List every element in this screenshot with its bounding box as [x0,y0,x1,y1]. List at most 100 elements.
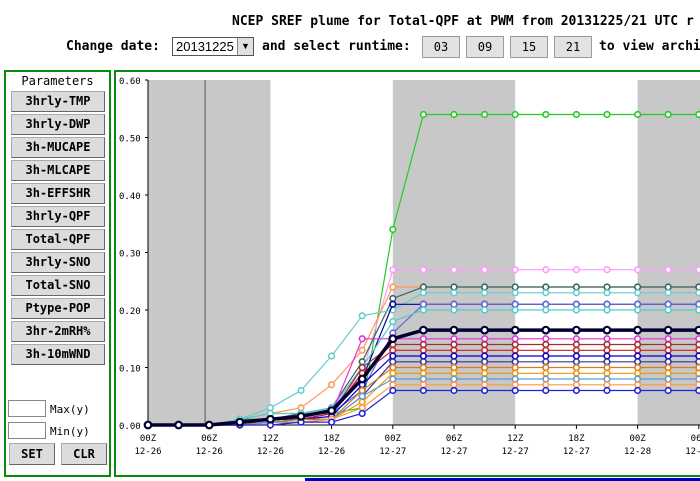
param-button-3hrly-qpf[interactable]: 3hrly-QPF [11,206,105,227]
series-point [664,283,672,291]
series-point [603,340,611,349]
x-tick-label-date: 12-26 [257,447,284,457]
series-point [481,346,489,354]
series-point [602,325,612,335]
x-tick-label-hour: 00Z [629,434,646,444]
series-point [695,369,700,377]
series-point [511,283,519,291]
series-point [664,346,672,354]
series-point [695,352,700,360]
runtime-button-21[interactable]: 21 [554,36,592,58]
param-button-3hrly-sno[interactable]: 3hrly-SNO [11,252,105,273]
x-tick-label-date: 12-28 [624,447,651,457]
series-point [664,306,672,314]
param-button-3hrly-dwp[interactable]: 3hrly-DWP [11,114,105,135]
series-point [542,363,550,372]
y-tick-label: 0.30 [119,250,141,260]
series-point [542,346,550,354]
series-point [511,352,519,360]
series-point [511,381,519,389]
chevron-down-icon[interactable]: ▼ [237,38,253,55]
view-archive-label: to view archi [599,39,700,54]
runtime-button-15[interactable]: 15 [510,36,548,58]
clr-button[interactable]: CLR [61,443,107,465]
series-point [572,266,581,274]
date-select[interactable]: 20131225 ▼ [172,37,254,56]
x-tick-label-date: 12-27 [563,447,590,457]
y-tick-label: 0.20 [119,307,141,317]
series-point [633,306,642,314]
x-tick-label-date: 12-27 [502,447,529,457]
runtime-button-03[interactable]: 03 [422,36,460,58]
param-button-3hr-2mrh[interactable]: 3hr-2mRH% [11,321,105,342]
x-tick-label-hour: 00Z [385,434,402,444]
parameters-panel: Parameters 3hrly-TMP 3hrly-DWP 3h-MUCAPE… [4,70,111,477]
param-button-3h-mucape[interactable]: 3h-MUCAPE [11,137,105,158]
series-point [481,381,489,389]
series-point [542,358,550,366]
runtime-button-09[interactable]: 09 [466,36,504,58]
date-value: 20131225 [176,39,234,54]
series-point [633,340,642,349]
series-point [542,386,550,395]
y-tick-label: 0.10 [119,365,141,375]
series-point [542,300,550,308]
series-point [511,340,519,349]
param-button-3h-effshr[interactable]: 3h-EFFSHR [11,183,105,204]
param-button-ptype-pop[interactable]: Ptype-POP [11,298,105,319]
series-point [389,369,397,377]
series-point [633,110,642,119]
series-point [481,340,489,349]
series-point [603,358,611,366]
series-point [297,386,305,395]
series-line [148,292,700,426]
param-button-total-sno[interactable]: Total-SNO [11,275,105,296]
max-y-input[interactable] [8,400,46,417]
series-point [389,386,397,395]
series-point [481,300,489,308]
y-tick-label: 0.00 [119,422,141,432]
series-point [419,110,428,119]
series-point [664,375,672,383]
series-point [663,325,673,335]
series-point [450,358,458,366]
series-point [235,417,245,427]
param-button-total-qpf[interactable]: Total-QPF [11,229,105,250]
series-point [358,386,366,395]
series-point [572,289,581,297]
page-title: NCEP SREF plume for Total-QPF at PWM fro… [232,14,694,29]
series-point [511,375,519,383]
series-point [450,381,458,389]
series-point [633,352,642,360]
series-point [633,335,642,343]
param-button-3h-mlcape[interactable]: 3h-MLCAPE [11,160,105,181]
series-point [694,325,700,335]
series-point [419,375,428,383]
series-point [510,325,520,335]
series-point [419,352,428,360]
series-point [419,266,428,274]
series-point [358,404,366,412]
series-point [481,352,489,360]
series-point [389,266,397,274]
series-line [148,309,700,426]
series-point [511,110,519,119]
param-button-3hrly-tmp[interactable]: 3hrly-TMP [11,91,105,112]
series-point [511,358,519,366]
set-button[interactable]: SET [9,443,55,465]
series-point [633,363,642,372]
series-point [695,110,700,119]
select-runtime-label: and select runtime: [262,39,411,54]
series-point [481,386,489,395]
series-point [664,300,672,308]
min-y-input[interactable] [8,422,46,439]
series-point [633,386,642,395]
max-y-label: Max(y) [50,403,90,416]
plume-chart: 0.00 0.10 0.20 0.30 0.40 0.50 0.60 00Z 12-26 06Z 1… [119,77,700,457]
series-point [389,300,397,308]
parameters-title: Parameters [21,74,94,88]
series-point [511,306,519,314]
series-point [143,420,153,430]
series-point [664,110,672,119]
param-button-3h-10mwnd[interactable]: 3h-10mWND [11,344,105,365]
